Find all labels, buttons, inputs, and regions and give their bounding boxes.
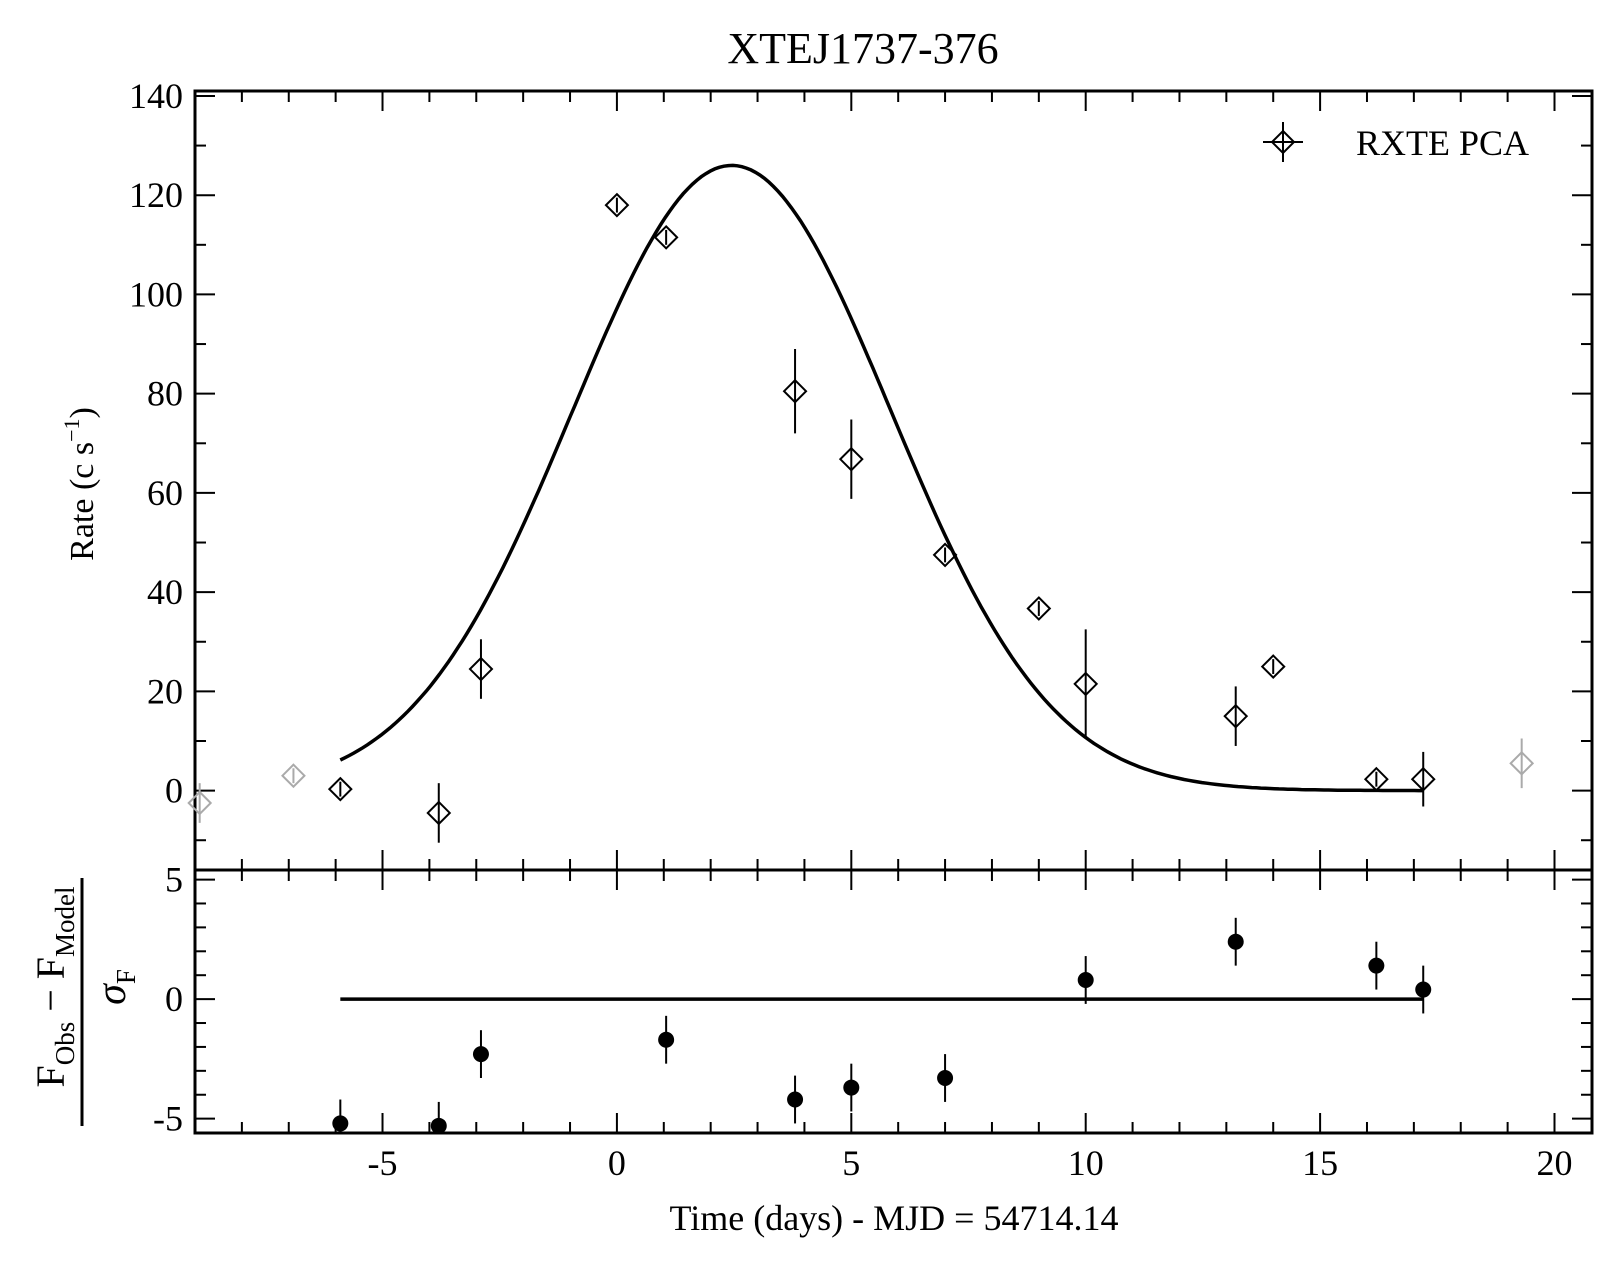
data-point bbox=[932, 542, 958, 568]
y-axis-label-text: Rate (c s−1) bbox=[59, 407, 101, 561]
data-point bbox=[838, 446, 864, 472]
x-tick-label: 15 bbox=[1302, 1143, 1338, 1183]
data-point bbox=[1073, 671, 1099, 697]
legend-label: RXTE PCA bbox=[1356, 123, 1529, 163]
residuals-label-denominator: σF bbox=[89, 969, 141, 1005]
y-tick-label: 80 bbox=[147, 374, 183, 414]
data-point bbox=[426, 800, 452, 826]
residual-point bbox=[937, 1070, 954, 1087]
residual-point bbox=[658, 1031, 675, 1048]
data-point bbox=[604, 192, 630, 218]
y-axis-label-top: Rate (c s−1) bbox=[59, 407, 101, 561]
y-tick-label: 0 bbox=[165, 771, 183, 811]
y-tick-label: 60 bbox=[147, 473, 183, 513]
excluded-data-point bbox=[281, 763, 306, 789]
data-point bbox=[1026, 596, 1052, 621]
x-tick-label: 5 bbox=[842, 1143, 860, 1183]
x-axis-label: Time (days) - MJD = 54714.14 bbox=[670, 1198, 1119, 1238]
residuals-label-numerator: FObs − FModel bbox=[28, 886, 80, 1087]
data-point bbox=[327, 776, 353, 802]
residual-point bbox=[1077, 971, 1094, 988]
data-point bbox=[468, 656, 494, 682]
excluded-data-point bbox=[187, 790, 213, 816]
residuals-y-label: FObs − FModel σF bbox=[28, 878, 141, 1126]
x-tick-label: -5 bbox=[368, 1143, 398, 1183]
residual-point bbox=[472, 1046, 489, 1063]
chart-title: XTEJ1737-376 bbox=[727, 24, 998, 73]
y-tick-label: 140 bbox=[129, 76, 183, 116]
data-point bbox=[1223, 703, 1249, 729]
x-tick-label: 0 bbox=[608, 1143, 626, 1183]
legend-marker bbox=[1270, 129, 1296, 155]
y-tick-label: 5 bbox=[165, 860, 183, 900]
y-tick-label: -5 bbox=[153, 1099, 183, 1139]
excluded-data-point bbox=[1509, 750, 1535, 776]
residual-point bbox=[787, 1091, 804, 1108]
residual-point bbox=[843, 1079, 860, 1096]
data-point bbox=[782, 378, 808, 404]
data-point bbox=[653, 224, 679, 250]
y-tick-label: 20 bbox=[147, 671, 183, 711]
residual-point bbox=[1415, 981, 1432, 998]
data-point bbox=[1363, 766, 1389, 792]
data-point bbox=[1410, 766, 1436, 792]
residual-point bbox=[1368, 957, 1385, 974]
x-tick-label: 10 bbox=[1068, 1143, 1104, 1183]
model-curve bbox=[339, 163, 1424, 793]
data-point bbox=[1260, 654, 1286, 679]
bottom-plot-frame bbox=[193, 868, 1594, 1135]
y-tick-label: 40 bbox=[147, 572, 183, 612]
x-tick-label: 20 bbox=[1536, 1143, 1572, 1183]
y-tick-label: 120 bbox=[129, 175, 183, 215]
y-tick-label: 100 bbox=[129, 274, 183, 314]
residuals-panel: -5 0 5 10 15 20 -5 0 5 bbox=[153, 860, 1594, 1183]
residual-point bbox=[332, 1115, 349, 1132]
y-tick-label: 0 bbox=[165, 979, 183, 1019]
residual-point bbox=[1227, 933, 1244, 950]
residual-point bbox=[430, 1117, 447, 1134]
